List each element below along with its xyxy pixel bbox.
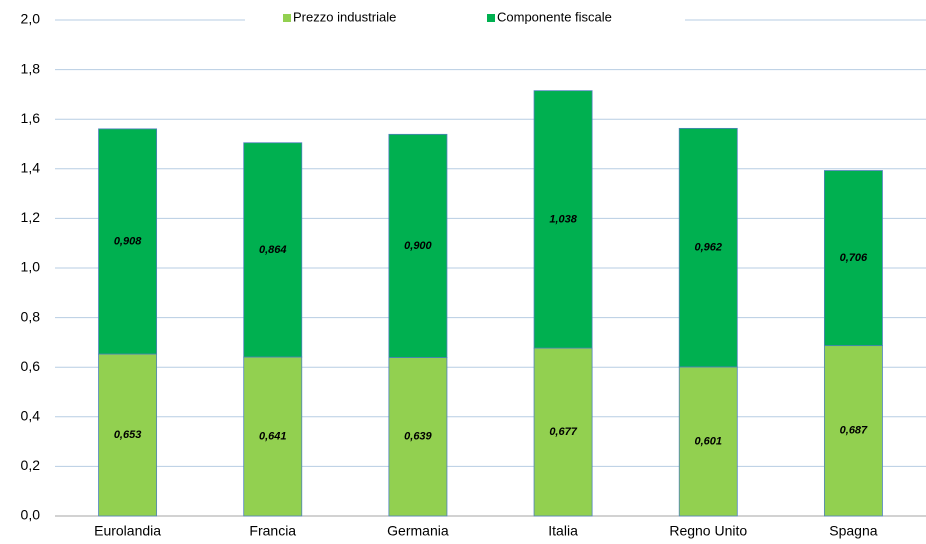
value-label: 0,962: [694, 242, 722, 254]
bar-segment: [98, 353, 158, 517]
y-tick-label: 1,6: [21, 110, 41, 126]
value-label: 0,641: [259, 430, 287, 442]
legend-swatch: [487, 14, 495, 22]
bar-segment: [243, 356, 303, 517]
value-label: 0,908: [114, 235, 142, 247]
y-tick-label: 0,2: [21, 457, 41, 473]
value-label: 0,677: [549, 426, 577, 438]
value-label: 0,900: [404, 240, 432, 252]
legend-background: [245, 8, 685, 30]
bar-segment: [823, 345, 883, 517]
legend-swatch: [283, 14, 291, 22]
x-tick-label: Eurolandia: [94, 523, 161, 539]
x-tick-label: Germania: [387, 523, 449, 539]
x-tick-label: Italia: [548, 523, 578, 539]
bar-segment: [678, 366, 738, 517]
bar-segment: [823, 170, 883, 347]
bar-segment: [533, 90, 593, 349]
bar-segment: [678, 127, 738, 368]
value-label: 0,864: [259, 244, 287, 256]
value-label: 0,639: [404, 431, 432, 443]
y-tick-label: 1,8: [21, 60, 41, 76]
bar-segment: [388, 133, 448, 358]
legend-label: Prezzo industriale: [293, 9, 396, 24]
y-tick-label: 0,8: [21, 308, 41, 324]
y-tick-label: 1,4: [21, 160, 41, 176]
bar-segment: [388, 357, 448, 517]
value-label: 0,706: [840, 252, 868, 264]
value-label: 0,687: [840, 425, 868, 437]
x-tick-label: Regno Unito: [669, 523, 747, 539]
y-tick-label: 2,0: [21, 11, 41, 27]
y-tick-label: 0,4: [21, 408, 41, 424]
value-label: 0,601: [694, 435, 722, 447]
bar-segment: [98, 128, 158, 355]
y-tick-label: 1,2: [21, 209, 41, 225]
value-label: 0,653: [114, 429, 142, 441]
y-tick-label: 0,6: [21, 358, 41, 374]
y-tick-label: 1,0: [21, 259, 41, 275]
y-tick-label: 0,0: [21, 507, 41, 523]
value-label: 1,038: [549, 213, 577, 225]
legend-label: Componente fiscale: [497, 9, 612, 24]
bar-segment: [243, 142, 303, 358]
x-tick-label: Spagna: [829, 523, 877, 539]
bar-segment: [533, 347, 593, 517]
x-tick-label: Francia: [249, 523, 296, 539]
